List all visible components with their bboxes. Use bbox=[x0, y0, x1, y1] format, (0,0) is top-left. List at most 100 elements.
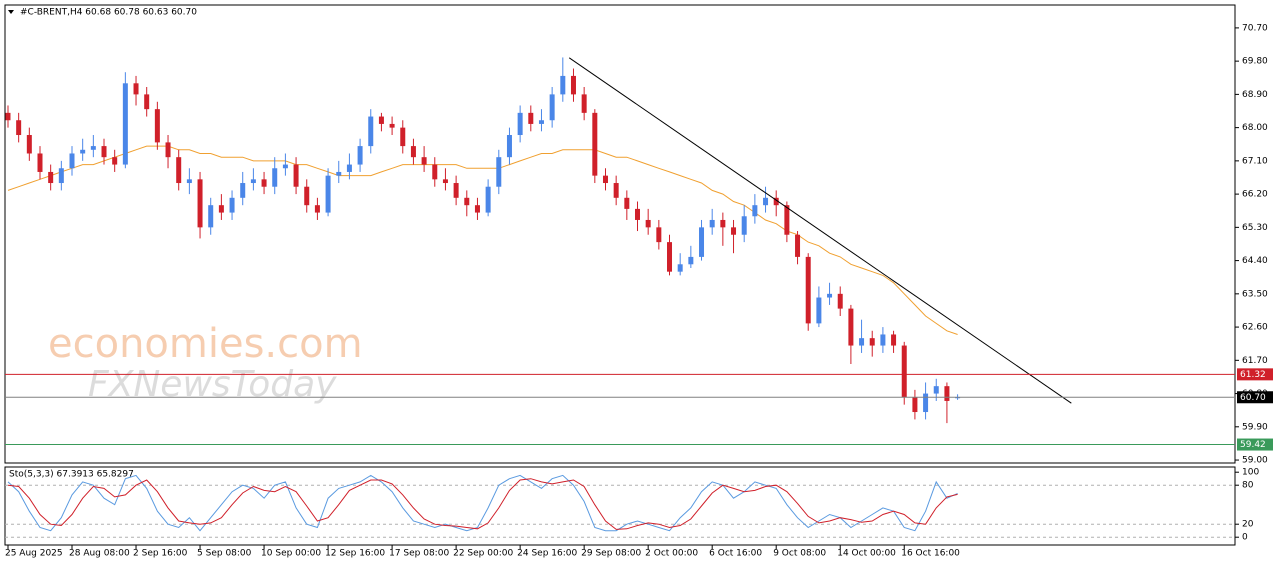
candle-body bbox=[624, 197, 630, 209]
candle-body bbox=[869, 338, 875, 346]
candle-body bbox=[880, 334, 886, 346]
candle-body bbox=[346, 164, 352, 172]
y-tick-label: 80 bbox=[1242, 481, 1254, 491]
price-level-box bbox=[1237, 368, 1273, 381]
candle-body bbox=[827, 293, 833, 298]
price-level-label: 61.32 bbox=[1240, 370, 1266, 380]
y-tick-label: 0 bbox=[1242, 533, 1248, 543]
x-tick-label: 22 Sep 00:00 bbox=[453, 549, 513, 559]
candle-body bbox=[421, 157, 427, 165]
price-level-label: 59.42 bbox=[1240, 440, 1266, 450]
candle-body bbox=[410, 146, 416, 158]
watermark: economies.com bbox=[48, 321, 363, 367]
x-tick-label: 12 Sep 16:00 bbox=[325, 549, 385, 559]
watermark: FXNewsToday bbox=[88, 364, 337, 405]
candle-body bbox=[90, 146, 96, 150]
x-tick-label: 25 Aug 2025 bbox=[5, 549, 63, 559]
x-tick-label: 14 Oct 00:00 bbox=[837, 549, 896, 559]
candle-body bbox=[293, 164, 299, 187]
y-tick-label: 59.00 bbox=[1242, 456, 1268, 466]
x-tick-label: 16 Oct 16:00 bbox=[901, 549, 960, 559]
candle-body bbox=[613, 183, 619, 198]
candle-body bbox=[250, 179, 256, 184]
candle-body bbox=[773, 197, 779, 206]
x-tick-label: 29 Sep 08:00 bbox=[581, 549, 641, 559]
candle-body bbox=[752, 205, 758, 217]
candle-body bbox=[48, 171, 54, 184]
candle-body bbox=[357, 146, 363, 165]
candle-body bbox=[314, 205, 320, 213]
price-level-box bbox=[1237, 391, 1273, 404]
candle-body bbox=[699, 227, 705, 257]
candle-body bbox=[261, 179, 267, 187]
candle-body bbox=[859, 338, 865, 346]
candle-body bbox=[368, 116, 374, 147]
candle-body bbox=[805, 256, 811, 324]
candle-body bbox=[581, 94, 587, 113]
y-tick-label: 61.70 bbox=[1242, 356, 1268, 366]
trendline bbox=[568, 57, 1072, 404]
candle-body bbox=[570, 75, 576, 95]
y-tick-label: 100 bbox=[1242, 468, 1259, 478]
candle-body bbox=[645, 219, 651, 228]
candle-body bbox=[282, 164, 288, 169]
candle-body bbox=[325, 175, 331, 213]
candle-body bbox=[133, 83, 139, 95]
candle-body bbox=[731, 227, 737, 235]
y-tick-label: 70.70 bbox=[1242, 23, 1268, 33]
candle-body bbox=[816, 297, 822, 324]
candle-body bbox=[667, 242, 673, 272]
candle-body bbox=[304, 186, 310, 206]
y-tick-label: 68.00 bbox=[1242, 123, 1268, 133]
candle-body bbox=[453, 183, 459, 198]
candle-body bbox=[848, 308, 854, 346]
candle-body bbox=[763, 197, 769, 206]
candle-body bbox=[208, 205, 214, 228]
candle-body bbox=[432, 164, 438, 180]
chart-title: #C-BRENT,H4 60.68 60.78 60.63 60.70 bbox=[20, 8, 197, 18]
candle-body bbox=[549, 94, 555, 121]
y-tick-label: 65.30 bbox=[1242, 223, 1268, 233]
menu-arrow[interactable] bbox=[8, 10, 14, 14]
candle-body bbox=[240, 183, 246, 198]
candle-body bbox=[720, 219, 726, 228]
candle-body bbox=[144, 94, 150, 110]
x-tick-label: 28 Aug 08:00 bbox=[69, 549, 130, 559]
candle-body bbox=[602, 175, 608, 184]
y-tick-label: 62.60 bbox=[1242, 323, 1268, 333]
y-tick-label: 20 bbox=[1242, 520, 1254, 530]
y-tick-label: 68.90 bbox=[1242, 90, 1268, 100]
candle-body bbox=[400, 127, 406, 147]
y-tick-label: 64.40 bbox=[1242, 256, 1268, 266]
x-tick-label: 2 Sep 16:00 bbox=[133, 549, 188, 559]
candle-body bbox=[933, 386, 939, 394]
indicator-frame bbox=[4, 466, 1236, 546]
candle-body bbox=[634, 208, 640, 220]
candle-body bbox=[901, 345, 907, 398]
candle-body bbox=[506, 135, 512, 158]
candle-body bbox=[474, 205, 480, 213]
x-tick-label: 24 Sep 16:00 bbox=[517, 549, 577, 559]
candle-body bbox=[154, 109, 160, 143]
candle-body bbox=[656, 227, 662, 243]
y-tick-label: 67.10 bbox=[1242, 156, 1268, 166]
candle-body bbox=[795, 234, 801, 257]
candle-body bbox=[176, 157, 182, 184]
candle-body bbox=[80, 149, 86, 154]
candle-body bbox=[122, 83, 128, 165]
candle-body bbox=[58, 168, 64, 184]
candle-body bbox=[560, 75, 566, 95]
indicator-title: Sto(5,3,3) 67.3913 65.8297 bbox=[9, 470, 134, 480]
candle-body bbox=[891, 334, 897, 346]
candle-body bbox=[517, 112, 523, 136]
y-tick-label: 63.50 bbox=[1242, 289, 1268, 299]
x-tick-label: 10 Sep 00:00 bbox=[261, 549, 321, 559]
x-tick-label: 2 Oct 00:00 bbox=[645, 549, 698, 559]
candle-body bbox=[442, 179, 448, 184]
y-tick-label: 69.80 bbox=[1242, 57, 1268, 67]
candle-body bbox=[26, 135, 32, 154]
candle-body bbox=[923, 393, 929, 413]
price-level-label: 60.70 bbox=[1240, 393, 1266, 403]
